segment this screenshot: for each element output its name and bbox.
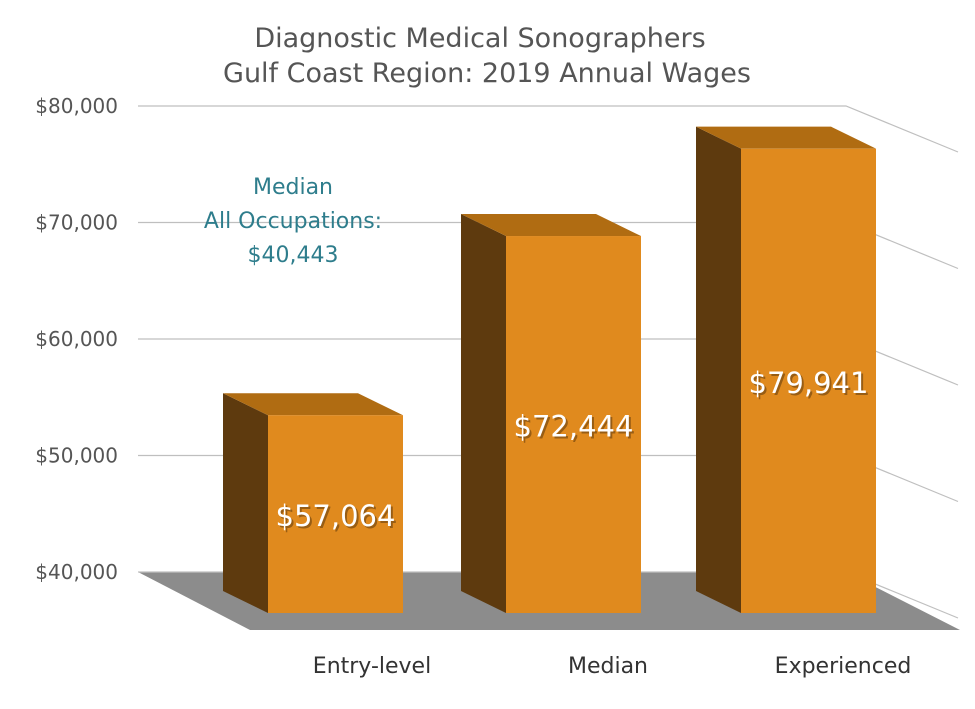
bar-side-face xyxy=(461,214,506,613)
bar-top-face xyxy=(223,393,403,416)
annotation-line-3: $40,443 xyxy=(248,243,339,268)
bar-median xyxy=(461,214,641,613)
chart-title: Diagnostic Medical Sonographers xyxy=(254,23,705,54)
chart-subtitle: Gulf Coast Region: 2019 Annual Wages xyxy=(223,58,751,89)
y-axis-tick-labels: $40,000 $50,000 $60,000 $70,000 $80,000 xyxy=(35,94,118,584)
bars xyxy=(223,126,876,613)
x-category-label: Entry-level xyxy=(313,654,431,679)
data-label-shadow: $57,064 xyxy=(278,501,398,535)
bar-top-face xyxy=(696,126,876,149)
x-category-label: Experienced xyxy=(775,654,912,679)
x-axis-category-labels: Entry-level Median Experienced xyxy=(313,654,912,679)
bar-front-face xyxy=(741,148,876,613)
data-label: $57,064 xyxy=(276,499,396,533)
bar-front-face xyxy=(506,236,641,613)
bar-experienced xyxy=(696,126,876,613)
data-label: $79,941 xyxy=(749,366,869,400)
bar-side-face xyxy=(223,393,268,613)
annotation-line-2: All Occupations: xyxy=(204,209,382,234)
y-tick-label: $80,000 xyxy=(35,94,118,118)
bar-top-face xyxy=(461,214,641,237)
data-label: $72,444 xyxy=(514,410,634,444)
data-labels: $57,064$57,064$72,444$72,444$79,941$79,9… xyxy=(276,366,871,535)
annotation-line-1: Median xyxy=(253,175,333,200)
gridline xyxy=(138,105,959,153)
bar-entry-level xyxy=(223,393,403,613)
bar-front-face xyxy=(268,415,403,613)
y-tick-label: $70,000 xyxy=(35,211,118,235)
y-tick-label: $40,000 xyxy=(35,560,118,584)
data-label-shadow: $79,941 xyxy=(751,368,871,402)
y-tick-label: $60,000 xyxy=(35,327,118,351)
bar-side-face xyxy=(696,126,741,613)
median-all-occupations-annotation: Median All Occupations: $40,443 xyxy=(204,175,382,268)
data-label-shadow: $72,444 xyxy=(516,412,636,446)
x-category-label: Median xyxy=(568,654,648,679)
y-tick-label: $50,000 xyxy=(35,444,118,468)
